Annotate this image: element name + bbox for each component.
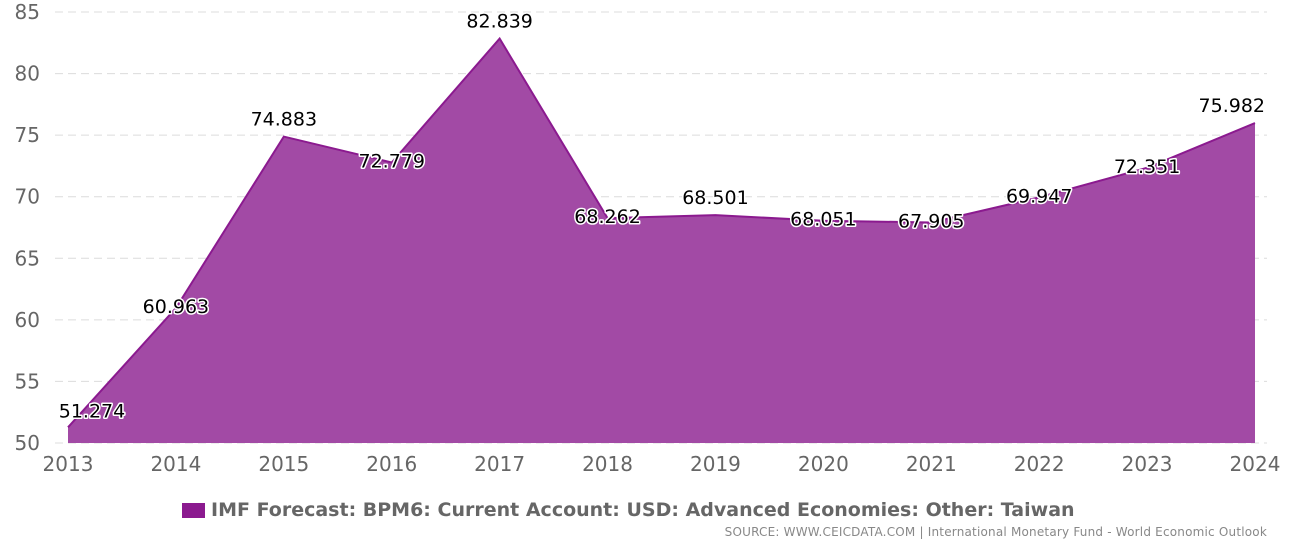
y-tick-label: 70	[15, 185, 40, 209]
data-label: 74.883	[251, 109, 317, 131]
data-label: 68.501	[682, 187, 748, 209]
y-axis-tick-labels: 50 55 60 65 70 75 80 85	[15, 0, 40, 455]
data-label: 68.051	[790, 209, 856, 231]
data-label: 68.262	[574, 206, 640, 228]
x-tick-label: 2023	[1122, 452, 1173, 476]
y-tick-label: 85	[15, 0, 40, 24]
x-tick-label: 2020	[798, 452, 849, 476]
x-tick-label: 2019	[690, 452, 741, 476]
legend-swatch	[182, 502, 205, 518]
x-tick-label: 2021	[906, 452, 957, 476]
y-tick-label: 65	[15, 246, 40, 270]
y-tick-label: 55	[15, 369, 40, 393]
legend-label: IMF Forecast: BPM6: Current Account: USD…	[211, 499, 1075, 521]
data-label: 72.351	[1114, 156, 1180, 178]
x-tick-label: 2017	[474, 452, 525, 476]
x-tick-label: 2014	[150, 452, 201, 476]
data-labels: 51.274 60.963 74.883 72.779 82.839 68.262 68.5…	[57, 9, 1266, 424]
x-tick-label: 2013	[43, 452, 94, 476]
data-label: 72.779	[358, 150, 424, 172]
data-label: 69.947	[1006, 185, 1072, 207]
x-tick-label: 2022	[1014, 452, 1065, 476]
series-area-fill[interactable]	[68, 38, 1255, 443]
series-area-group	[67, 36, 1256, 443]
x-tick-label: 2024	[1230, 452, 1281, 476]
source-note: SOURCE: WWW.CEICDATA.COM | International…	[724, 525, 1267, 539]
data-label: 67.905	[898, 211, 964, 233]
y-tick-label: 50	[15, 431, 40, 455]
data-label: 51.274	[59, 400, 125, 422]
series-line[interactable]	[67, 36, 1256, 428]
legend[interactable]: IMF Forecast: BPM6: Current Account: USD…	[182, 498, 1075, 522]
x-tick-label: 2018	[582, 452, 633, 476]
y-tick-label: 80	[15, 62, 40, 86]
x-tick-label: 2016	[366, 452, 417, 476]
x-axis-tick-labels: 2013 2014 2015 2016 2017 2018 2019 2020 2021 2022…	[43, 452, 1281, 476]
x-tick-label: 2015	[258, 452, 309, 476]
y-tick-label: 75	[15, 123, 40, 147]
data-label: 75.982	[1199, 95, 1265, 117]
data-label: 82.839	[466, 11, 532, 33]
data-label: 60.963	[143, 296, 209, 318]
y-tick-label: 60	[15, 308, 40, 332]
